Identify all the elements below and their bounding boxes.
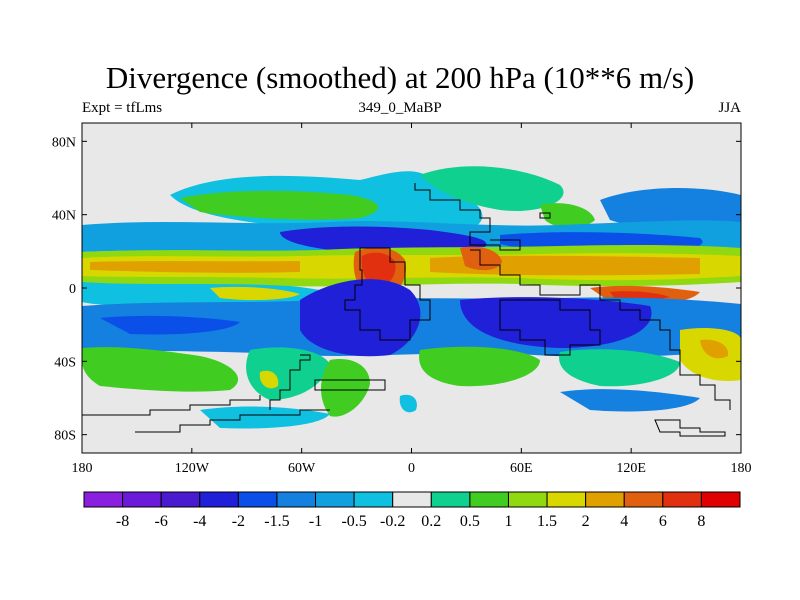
- colorbar-box: [83, 491, 124, 508]
- x-axis: 180 120W 60W 0 60E 120E 180: [72, 123, 752, 476]
- colorbar-box: [353, 491, 394, 508]
- colorbar-label: 4: [620, 513, 628, 530]
- colorbar-box: [122, 491, 162, 508]
- colorbar-label: -2: [232, 513, 245, 530]
- y-tick-label: 40S: [54, 355, 76, 370]
- divergence-field: [82, 123, 741, 453]
- colorbar-label: -0.2: [380, 513, 405, 530]
- y-tick-label: 80N: [52, 135, 76, 150]
- x-tick-label: 60E: [510, 461, 533, 476]
- colorbar-box: [237, 491, 278, 508]
- colorbar-box: [276, 491, 317, 508]
- x-tick-label: 120W: [175, 461, 210, 476]
- colorbar-label: 0.5: [460, 513, 480, 530]
- colorbar-box: [507, 491, 548, 508]
- colorbar: -8 -6 -4 -2 -1.5 -1 -0.5 -0.2 0.2 0.5 1 1.5 2 4 6 8: [83, 491, 741, 530]
- colorbar-box: [199, 491, 239, 508]
- chart-title: Divergence (smoothed) at 200 hPa (10**6 …: [105, 60, 695, 95]
- colorbar-box: [623, 491, 664, 508]
- colorbar-box: [585, 491, 625, 508]
- y-tick-label: 0: [69, 282, 76, 297]
- colorbar-box: [469, 491, 509, 508]
- x-tick-label: 60W: [288, 461, 316, 476]
- x-tick-label: 180: [72, 461, 93, 476]
- colorbar-box: [430, 491, 471, 508]
- coastlines: [82, 183, 731, 437]
- season-label: JJA: [718, 100, 741, 116]
- colorbar-label: 8: [697, 513, 705, 530]
- colorbar-label: -4: [193, 513, 206, 530]
- colorbar-label: 2: [582, 513, 590, 530]
- colorbar-box: [662, 491, 702, 508]
- colorbar-label: -0.5: [341, 513, 366, 530]
- colorbar-box: [392, 491, 432, 508]
- colorbar-label: 0.2: [421, 513, 441, 530]
- colorbar-label: -1.5: [264, 513, 289, 530]
- experiment-label: Expt = tfLms: [82, 100, 163, 116]
- y-axis: 80N 40N 0 40S 80S: [52, 135, 741, 444]
- colorbar-box: [546, 491, 587, 508]
- y-tick-label: 40N: [52, 209, 76, 224]
- colorbar-label: 6: [659, 513, 667, 530]
- x-tick-label: 180: [731, 461, 752, 476]
- colorbar-label: -8: [116, 513, 129, 530]
- colorbar-label: 1.5: [537, 513, 557, 530]
- colorbar-label: -1: [309, 513, 322, 530]
- case-label: 349_0_MaBP: [358, 100, 442, 116]
- y-tick-label: 80S: [54, 429, 76, 444]
- colorbar-box: [160, 491, 201, 508]
- colorbar-box: [700, 491, 741, 508]
- x-tick-label: 120E: [616, 461, 646, 476]
- x-tick-label: 0: [408, 461, 415, 476]
- colorbar-box: [315, 491, 355, 508]
- colorbar-label: -6: [155, 513, 168, 530]
- colorbar-label: 1: [504, 513, 512, 530]
